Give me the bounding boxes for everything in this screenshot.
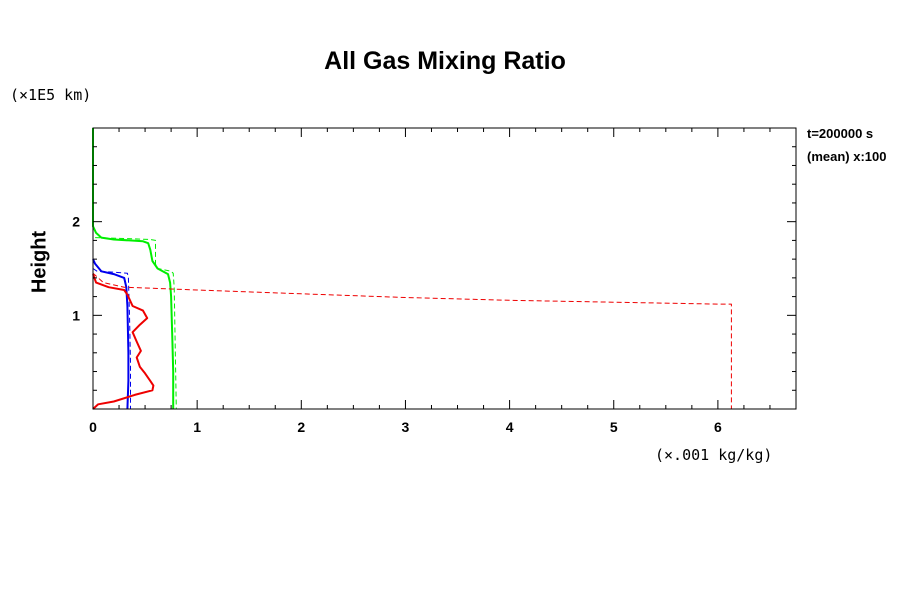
x-tick-label: 0 [89,419,97,435]
plot-frame [92,127,797,410]
time-annotation: t=200000 s [807,126,874,141]
series-line-3 [92,268,131,409]
x-tick-label: 2 [297,419,305,435]
series-line-0 [92,128,175,409]
series-line-1 [95,237,177,410]
series-line-4 [92,273,155,410]
y-axis-unit: (×1E5 km) [10,86,92,104]
series-line-2 [92,258,130,410]
chart-title: All Gas Mixing Ratio [324,47,566,75]
x-tick-label: 3 [402,419,410,435]
series-line-5 [92,272,732,409]
axes-layer: 0 1 2 3 4 5 6 1 2 [72,127,797,435]
series-layer [92,128,732,410]
x-tick-label: 5 [610,419,618,435]
mean-annotation: (mean) x:100 [807,149,887,164]
x-tick-label: 4 [506,419,514,435]
y-tick-label: 1 [72,307,80,323]
x-tick-label: 6 [714,419,722,435]
y-tick-label: 2 [72,214,80,230]
x-axis-unit: (×.001 kg/kg) [655,446,773,464]
x-tick-label: 1 [193,419,201,435]
